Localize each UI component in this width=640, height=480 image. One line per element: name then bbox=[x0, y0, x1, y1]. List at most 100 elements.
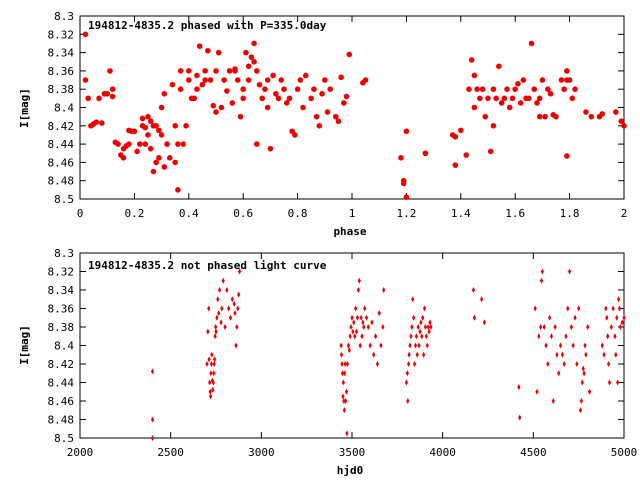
y-tick-label: 8.4 bbox=[54, 102, 74, 115]
data-point bbox=[150, 168, 157, 175]
data-point bbox=[622, 314, 626, 321]
data-point bbox=[278, 77, 285, 83]
data-point bbox=[294, 86, 301, 92]
data-point bbox=[506, 104, 513, 111]
x-tick-label: 1.2 bbox=[396, 207, 416, 220]
data-point bbox=[131, 128, 138, 135]
data-point bbox=[561, 86, 567, 92]
data-point bbox=[196, 43, 203, 49]
data-point bbox=[221, 77, 227, 83]
x-tick-label: 5000 bbox=[611, 446, 638, 459]
data-point bbox=[410, 324, 414, 330]
data-point bbox=[528, 40, 535, 47]
data-point bbox=[161, 90, 168, 97]
data-point bbox=[228, 314, 233, 321]
data-point bbox=[98, 120, 105, 126]
data-point bbox=[283, 100, 290, 106]
data-point bbox=[186, 77, 192, 83]
data-point bbox=[620, 319, 624, 326]
data-point bbox=[542, 324, 546, 330]
data-point bbox=[235, 324, 239, 330]
x-tick-label: 4000 bbox=[429, 446, 456, 459]
data-point bbox=[463, 152, 470, 158]
data-point bbox=[404, 379, 408, 386]
data-point bbox=[564, 333, 568, 340]
data-point bbox=[577, 305, 581, 312]
data-point bbox=[213, 333, 217, 340]
y-tick-label: 8.46 bbox=[48, 156, 75, 169]
data-point bbox=[137, 141, 143, 147]
data-point bbox=[341, 379, 345, 386]
data-point bbox=[219, 319, 223, 326]
data-point bbox=[226, 68, 233, 74]
data-point bbox=[373, 333, 378, 340]
data-point bbox=[243, 49, 249, 56]
data-point bbox=[568, 268, 572, 275]
data-point bbox=[534, 100, 540, 106]
data-point bbox=[583, 109, 589, 115]
data-point bbox=[194, 86, 200, 92]
data-point bbox=[175, 141, 181, 147]
data-point bbox=[375, 361, 379, 367]
data-point bbox=[536, 113, 543, 120]
data-point bbox=[542, 113, 548, 120]
data-point bbox=[225, 287, 229, 293]
data-point bbox=[382, 287, 386, 293]
data-point bbox=[262, 86, 268, 92]
data-point bbox=[551, 398, 555, 404]
x-tick-label: 4500 bbox=[520, 446, 547, 459]
data-point bbox=[147, 118, 154, 125]
data-point bbox=[498, 100, 505, 106]
axis-ticks bbox=[79, 15, 625, 200]
data-point bbox=[512, 86, 518, 92]
data-point bbox=[153, 123, 159, 129]
data-point bbox=[406, 398, 410, 404]
phased-light-curve-panel: 8.3 8.32 8.34 8.36 8.38 8.4 8.42 8.44 8.46 8.48 8.… bbox=[18, 10, 627, 238]
data-point bbox=[564, 68, 570, 74]
data-point bbox=[545, 86, 551, 92]
data-point bbox=[150, 435, 155, 441]
data-point bbox=[606, 333, 610, 340]
data-points bbox=[82, 31, 627, 200]
data-point bbox=[210, 102, 217, 109]
y-tick-label: 8.5 bbox=[54, 432, 74, 445]
data-point bbox=[145, 113, 151, 120]
data-point bbox=[109, 86, 116, 92]
data-point bbox=[344, 398, 348, 404]
data-point bbox=[621, 123, 627, 129]
chart-title: 194812-4835.2 phased with P=335.0day bbox=[88, 19, 327, 32]
data-point bbox=[558, 77, 565, 83]
data-point bbox=[358, 342, 362, 349]
data-point bbox=[264, 104, 271, 111]
data-point bbox=[345, 430, 349, 437]
data-point bbox=[413, 342, 418, 349]
data-point bbox=[245, 77, 252, 83]
data-point bbox=[613, 109, 619, 115]
data-point bbox=[224, 88, 230, 94]
data-point bbox=[210, 351, 214, 358]
data-point bbox=[297, 77, 304, 83]
data-point bbox=[207, 356, 211, 363]
data-point bbox=[145, 132, 151, 138]
data-point bbox=[575, 361, 579, 367]
data-point bbox=[496, 63, 502, 70]
data-point bbox=[147, 145, 154, 152]
y-tick-label: 8.36 bbox=[48, 65, 75, 78]
data-point bbox=[615, 314, 619, 321]
data-point bbox=[202, 68, 208, 74]
data-point bbox=[362, 324, 366, 330]
data-point bbox=[381, 324, 385, 330]
x-tick-label: 3000 bbox=[248, 446, 275, 459]
y-tick-label: 8.3 bbox=[54, 247, 74, 260]
data-point bbox=[582, 370, 586, 377]
data-point bbox=[357, 277, 361, 284]
y-tick-label: 8.42 bbox=[48, 120, 75, 133]
data-point bbox=[605, 314, 609, 321]
data-point bbox=[166, 155, 173, 161]
x-tick-label: 0 bbox=[77, 207, 84, 220]
data-point bbox=[482, 319, 486, 326]
data-point bbox=[237, 268, 242, 275]
data-point bbox=[403, 128, 410, 135]
data-point bbox=[553, 324, 557, 330]
data-point bbox=[217, 310, 221, 317]
